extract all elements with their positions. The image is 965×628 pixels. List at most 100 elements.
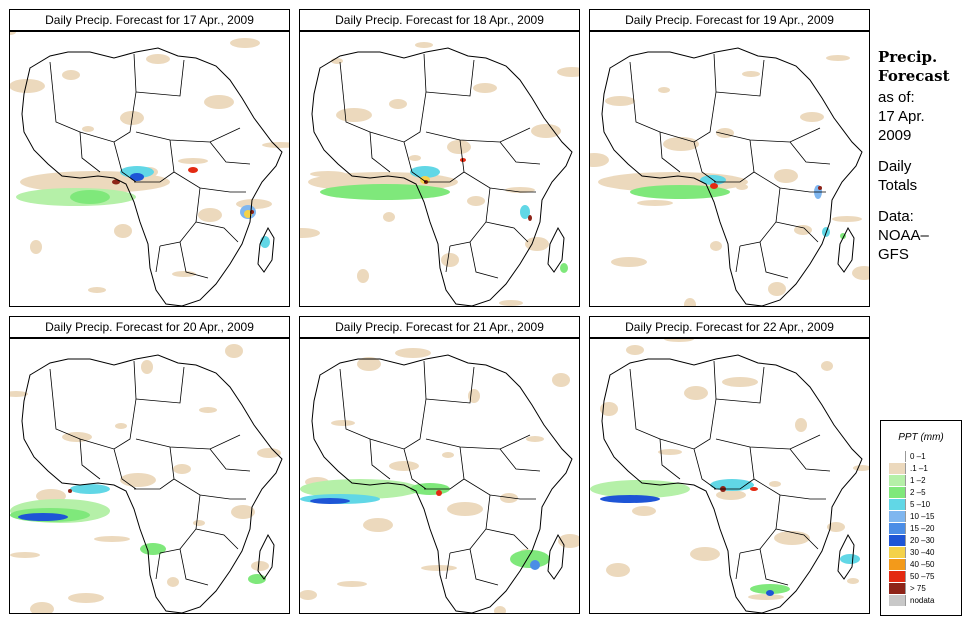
country-border (159, 494, 201, 554)
precip-region (251, 561, 269, 571)
precip-region (600, 495, 660, 503)
country-border (485, 221, 529, 243)
country-border (169, 139, 246, 193)
country-border (79, 438, 101, 480)
country-border (775, 221, 819, 243)
precip-region (606, 563, 630, 577)
legend-swatch (889, 451, 906, 462)
country-border (179, 548, 209, 586)
country-border (629, 53, 717, 143)
country-border (159, 187, 201, 247)
coastline (311, 47, 573, 306)
precip-region (684, 386, 708, 400)
precip-region (853, 465, 869, 471)
coastline (21, 354, 283, 613)
precip-region (769, 481, 781, 487)
legend-label: 2 –5 (910, 488, 926, 497)
country-border (659, 438, 681, 480)
country-border (135, 59, 185, 97)
country-border (339, 360, 427, 450)
country-border (485, 528, 529, 550)
panel-title: Daily Precip. Forecast for 20 Apr., 2009 (9, 316, 290, 338)
precip-region (710, 183, 718, 189)
country-border (403, 141, 427, 183)
country-border (155, 245, 161, 273)
precip-region (320, 184, 450, 200)
country-border (789, 448, 831, 472)
precip-region (112, 179, 120, 185)
legend-label: .1 –1 (910, 464, 928, 473)
country-border (715, 366, 765, 404)
legend-swatch (889, 547, 906, 558)
forecast-panel-day3: Daily Precip. Forecast for 19 Apr., 2009 (589, 9, 870, 309)
precip-map (9, 338, 290, 614)
legend-label: > 75 (910, 584, 926, 593)
precip-region (198, 208, 222, 222)
precip-region (10, 391, 28, 397)
asof-label: as of: (878, 89, 915, 106)
precip-region (557, 67, 579, 77)
legend-swatch (889, 595, 906, 606)
precip-region (178, 158, 208, 164)
country-border (749, 446, 826, 500)
precip-region (410, 166, 440, 178)
legend-swatch (889, 583, 906, 594)
precip-region (852, 266, 869, 280)
country-border (714, 171, 755, 183)
legend-swatch (889, 571, 906, 582)
precip-region (494, 606, 506, 613)
country-border (789, 141, 831, 165)
country-border (714, 478, 755, 490)
precip-region (357, 269, 369, 283)
madagascar-outline (837, 226, 855, 273)
country-border (499, 141, 541, 165)
precip-region (447, 502, 483, 516)
precip-region (500, 493, 518, 503)
precip-region (505, 187, 535, 193)
precip-region (690, 547, 720, 561)
data-source: NOAA– (878, 227, 929, 244)
precip-region (560, 263, 568, 273)
panel-title: Daily Precip. Forecast for 17 Apr., 2009 (9, 9, 290, 31)
precip-region (300, 228, 320, 238)
country-border (179, 241, 209, 279)
sidebar-info: Precip. Forecast as of: 17 Apr. 2009 Dai… (878, 48, 962, 264)
precip-region (225, 344, 243, 358)
country-border (775, 528, 819, 550)
precip-region (395, 348, 431, 358)
precip-region (528, 215, 532, 221)
precip-region (120, 166, 154, 178)
country-border (759, 548, 789, 586)
madagascar-outline (837, 533, 855, 580)
country-border (739, 187, 781, 247)
country-border (759, 241, 789, 279)
legend-label: 50 –75 (910, 572, 935, 581)
precip-region (827, 522, 845, 532)
country-border (369, 438, 391, 480)
precip-region (632, 506, 656, 516)
precip-region (94, 536, 130, 542)
precip-region (436, 490, 442, 496)
precip-region (722, 377, 758, 387)
country-border (735, 245, 741, 273)
precip-region (331, 420, 355, 426)
legend-swatch (889, 523, 906, 534)
precip-region (590, 153, 609, 167)
panel-title: Daily Precip. Forecast for 21 Apr., 2009 (299, 316, 580, 338)
precip-region (467, 196, 485, 206)
precip-region (840, 554, 860, 564)
precip-region (530, 560, 540, 570)
country-border (715, 434, 821, 450)
precip-region (552, 373, 570, 387)
daily-label: Daily (878, 158, 912, 175)
legend-label: 15 –20 (910, 524, 935, 533)
precip-region (230, 38, 260, 48)
country-border (195, 221, 239, 243)
country-border (195, 528, 239, 550)
precip-region (10, 32, 16, 35)
country-border (369, 131, 391, 173)
precip-region (663, 137, 699, 151)
precip-region (204, 95, 234, 109)
precip-region (130, 173, 144, 181)
precip-region (716, 490, 746, 500)
